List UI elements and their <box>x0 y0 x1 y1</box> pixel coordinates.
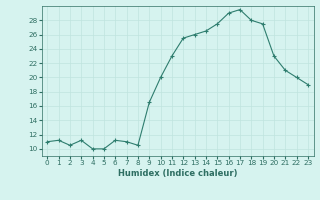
X-axis label: Humidex (Indice chaleur): Humidex (Indice chaleur) <box>118 169 237 178</box>
